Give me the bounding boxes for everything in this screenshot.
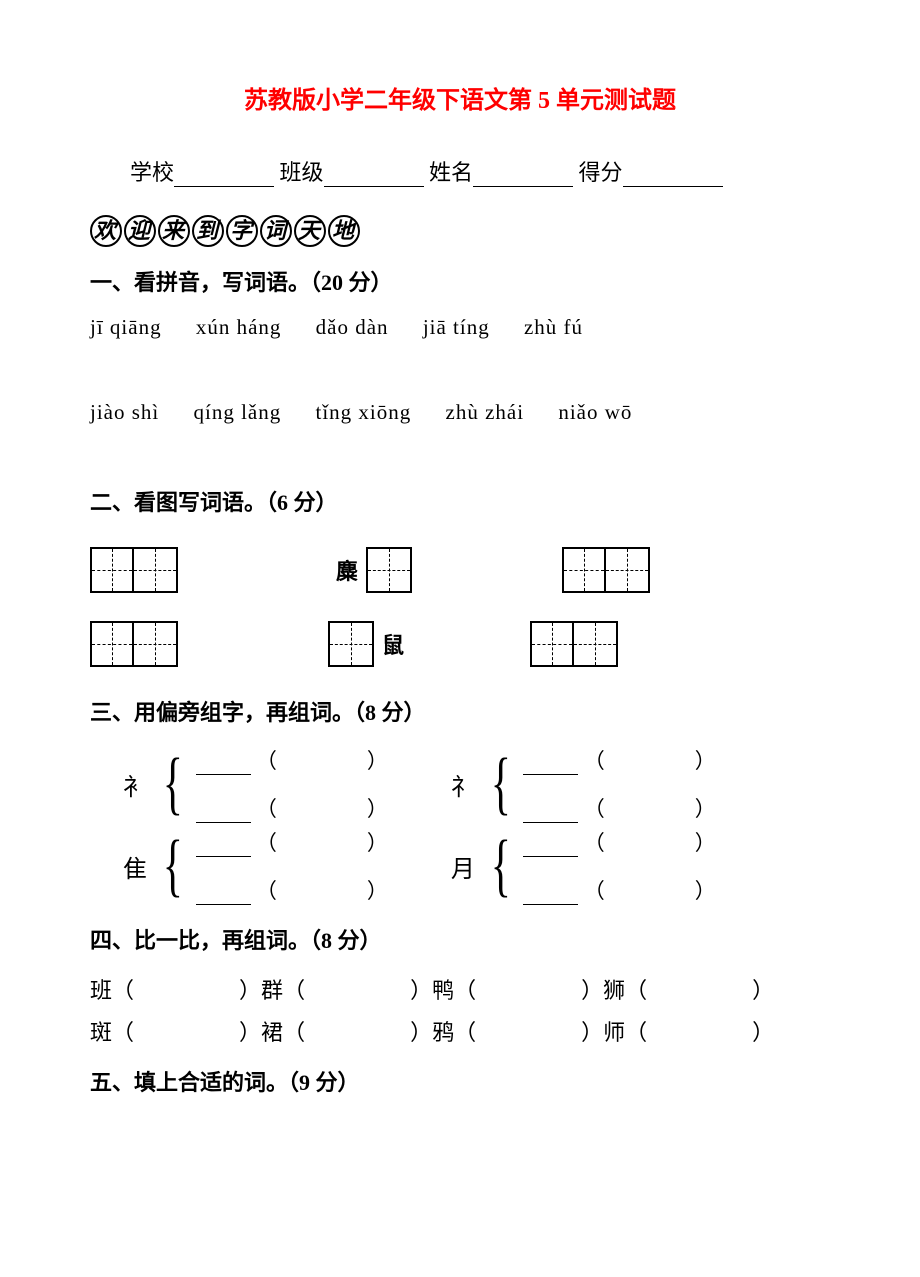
q3-line[interactable]: （） [523,875,715,905]
q3-row1: 衤 { （） （） 礻 { （） （） [90,745,830,823]
name-label: 姓名 [429,160,473,185]
tian-box[interactable] [90,621,178,667]
page-title: 苏教版小学二年级下语文第 5 单元测试题 [90,80,830,115]
q1-pinyin-row1: jī qiāng xún háng dǎo dàn jiā tíng zhù f… [90,315,830,340]
pinyin-item: zhù fú [524,315,583,339]
q5-heading: 五、填上合适的词。（9 分） [90,1065,830,1097]
name-blank[interactable] [473,165,573,187]
q3-radical: 衤 [120,767,150,802]
tian-box[interactable] [366,547,412,593]
q3-line[interactable]: （） [196,827,388,857]
q4-item[interactable]: 斑（） [90,1015,261,1047]
tian-box[interactable] [328,621,374,667]
q3-row2: 隹 { （） （） 月 { （） （） [90,827,830,905]
school-blank[interactable] [174,165,274,187]
brace-icon: { [491,836,511,896]
q3-line[interactable]: （） [523,827,715,857]
deco-char: 迎 [124,215,156,247]
school-label: 学校 [130,160,174,185]
deco-char: 地 [328,215,360,247]
score-blank[interactable] [623,165,723,187]
pinyin-item: jī qiāng [90,315,162,339]
q3-group: 月 { （） （） [448,827,716,905]
q3-heading: 三、用偏旁组字，再组词。（8 分） [90,695,830,727]
class-label: 班级 [280,160,324,185]
tian-box[interactable] [90,547,178,593]
q2-row1: 麋 [90,547,830,593]
deco-char: 词 [260,215,292,247]
q4-item[interactable]: 裙（） [261,1015,432,1047]
q4-item[interactable]: 鸭（） [432,973,603,1005]
q4-row1: 班（） 群（） 鸭（） 狮（） [90,973,830,1005]
tian-box[interactable] [530,621,618,667]
deco-char: 欢 [90,215,122,247]
q4-item[interactable]: 鸦（） [432,1015,603,1047]
q3-line[interactable]: （） [196,745,388,775]
pinyin-item: dǎo dàn [316,315,389,339]
deco-char: 来 [158,215,190,247]
q2-container: 麋 鼠 [90,547,830,667]
pinyin-item: jiā tíng [423,315,490,339]
q3-line[interactable]: （） [523,793,715,823]
q2-heading: 二、看图写词语。（6 分） [90,485,830,517]
q4-item[interactable]: 班（） [90,973,261,1005]
q3-radical: 隹 [120,849,150,884]
pinyin-item: niǎo wō [558,400,632,424]
tian-box[interactable] [562,547,650,593]
q3-group: 衤 { （） （） [120,745,388,823]
q3-radical: 礻 [448,767,478,802]
q3-group: 礻 { （） （） [448,745,716,823]
brace-icon: { [163,754,183,814]
q4-block: 班（） 群（） 鸭（） 狮（） 斑（） 裙（） 鸦（） 师（） [90,973,830,1047]
q3-line[interactable]: （） [523,745,715,775]
decorative-heading: 欢迎来到字词天地 [90,215,830,247]
pinyin-item: qíng lǎng [194,400,282,424]
q4-item[interactable]: 群（） [261,973,432,1005]
q2-label-shu: 鼠 [382,628,404,660]
q3-block: 衤 { （） （） 礻 { （） （） 隹 { （） （） 月 [90,745,830,905]
q4-item[interactable]: 师（） [603,1015,774,1047]
q1-heading: 一、看拼音，写词语。（20 分） [90,265,830,297]
q4-row2: 斑（） 裙（） 鸦（） 师（） [90,1015,830,1047]
q4-heading: 四、比一比，再组词。（8 分） [90,923,830,955]
class-blank[interactable] [324,165,424,187]
q3-group: 隹 { （） （） [120,827,388,905]
deco-char: 到 [192,215,224,247]
q1-pinyin-row2: jiào shì qíng lǎng tǐng xiōng zhù zhái n… [90,400,830,425]
brace-icon: { [163,836,183,896]
q3-line[interactable]: （） [196,875,388,905]
q2-row2: 鼠 [90,621,830,667]
student-info-row: 学校 班级 姓名 得分 [90,155,830,187]
pinyin-item: jiào shì [90,400,159,424]
pinyin-item: xún háng [196,315,282,339]
score-label: 得分 [579,160,623,185]
q3-line[interactable]: （） [196,793,388,823]
pinyin-item: zhù zhái [446,400,525,424]
deco-char: 天 [294,215,326,247]
pinyin-item: tǐng xiōng [316,400,412,424]
q4-item[interactable]: 狮（） [603,973,774,1005]
brace-icon: { [491,754,511,814]
deco-char: 字 [226,215,258,247]
q3-radical: 月 [448,849,478,884]
q2-label-mi: 麋 [336,554,358,586]
